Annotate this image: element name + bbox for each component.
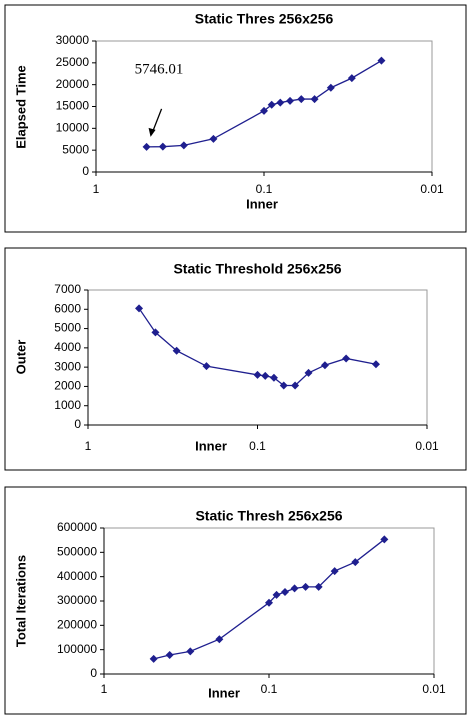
- y-tick-label: 0: [82, 164, 89, 178]
- x-tick-label: 0.01: [415, 439, 439, 453]
- y-tick-label: 7000: [54, 282, 81, 296]
- data-point: [280, 587, 289, 596]
- x-tick-label: 0.01: [422, 682, 446, 696]
- data-point: [209, 134, 218, 143]
- y-tick-label: 25000: [56, 55, 90, 69]
- x-tick-label: 1: [85, 439, 92, 453]
- x-axis-label: Inner: [208, 685, 240, 700]
- x-tick-label: 1: [101, 682, 108, 696]
- data-point: [290, 584, 299, 593]
- y-tick-label: 400000: [57, 569, 97, 583]
- data-point: [186, 647, 195, 656]
- y-tick-label: 5000: [54, 321, 81, 335]
- y-tick-label: 2000: [54, 379, 81, 393]
- y-tick-label: 6000: [54, 301, 81, 315]
- arrow-head: [148, 127, 156, 137]
- x-axis-label: Inner: [246, 196, 278, 211]
- data-point: [301, 582, 310, 591]
- y-tick-label: 500000: [57, 545, 97, 559]
- data-point: [310, 95, 319, 104]
- data-point: [314, 582, 323, 591]
- data-point: [276, 98, 285, 107]
- data-point: [272, 590, 281, 599]
- data-point: [342, 354, 351, 363]
- y-tick-label: 0: [74, 417, 81, 431]
- y-tick-label: 3000: [54, 359, 81, 373]
- annotation: 5746.01: [135, 61, 184, 77]
- chart-title: Static Threshold 256x256: [173, 261, 341, 277]
- chart-box: [4, 4, 467, 233]
- data-point: [260, 106, 268, 115]
- data-point: [142, 142, 151, 151]
- data-point: [371, 360, 380, 369]
- data-point: [347, 74, 356, 83]
- y-tick-label: 10000: [56, 121, 90, 135]
- data-point: [304, 368, 313, 377]
- y-tick-label: 300000: [57, 593, 97, 607]
- chart-title: Static Thres 256x256: [195, 11, 334, 27]
- y-tick-label: 20000: [56, 77, 90, 91]
- data-point: [297, 95, 306, 104]
- data-point: [179, 141, 188, 150]
- data-point: [172, 346, 181, 355]
- data-point: [215, 635, 224, 644]
- x-tick-label: 0.01: [420, 182, 444, 196]
- x-tick-label: 1: [93, 182, 100, 196]
- chart-title: Static Thresh 256x256: [195, 508, 342, 524]
- annotation-arrow: [151, 108, 163, 133]
- data-point: [269, 373, 278, 382]
- y-tick-label: 100000: [57, 642, 97, 656]
- data-point: [151, 328, 160, 337]
- y-axis-label: Outer: [13, 340, 28, 375]
- y-tick-label: 200000: [57, 618, 97, 632]
- y-axis-label: Total Iterations: [13, 555, 28, 647]
- data-point: [253, 370, 262, 379]
- x-tick-label: 0.1: [261, 682, 278, 696]
- x-axis-label: Inner: [195, 438, 227, 453]
- data-point: [291, 381, 300, 390]
- data-point: [377, 56, 386, 65]
- x-tick-label: 0.1: [249, 439, 266, 453]
- chart-box: [4, 247, 467, 471]
- data-point: [326, 83, 335, 92]
- y-tick-label: 0: [90, 666, 97, 680]
- data-point: [380, 535, 389, 544]
- data-point: [165, 651, 174, 660]
- data-point: [202, 362, 211, 371]
- y-tick-label: 5000: [62, 142, 89, 156]
- y-tick-label: 4000: [54, 340, 81, 354]
- y-tick-label: 1000: [54, 398, 81, 412]
- data-point: [351, 558, 360, 567]
- data-point: [320, 361, 329, 370]
- data-point: [267, 100, 276, 109]
- data-point: [279, 381, 288, 390]
- x-tick-label: 0.1: [256, 182, 273, 196]
- data-point: [265, 598, 273, 607]
- y-tick-label: 600000: [57, 520, 97, 534]
- y-tick-label: 15000: [56, 99, 90, 113]
- data-point: [286, 96, 295, 105]
- y-tick-label: 30000: [56, 33, 90, 47]
- data-point: [149, 654, 158, 663]
- chart-box: [4, 486, 467, 715]
- y-axis-label: Elapsed Time: [13, 65, 28, 149]
- data-point: [158, 142, 167, 151]
- data-point: [135, 304, 144, 313]
- data-point: [261, 371, 270, 380]
- data-point: [330, 567, 339, 576]
